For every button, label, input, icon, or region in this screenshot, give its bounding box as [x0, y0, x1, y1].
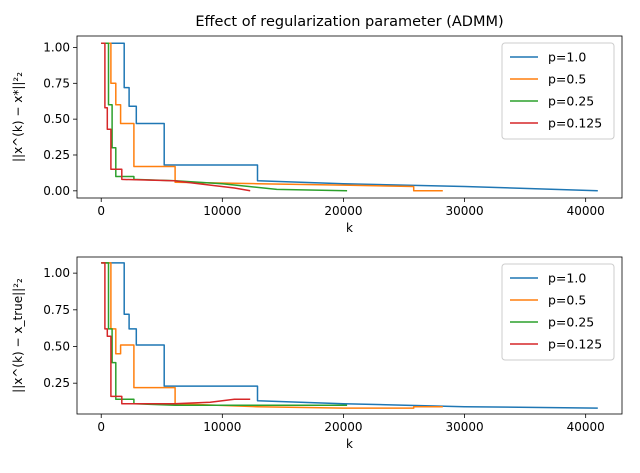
y-tick-label: 0.25 — [43, 148, 70, 162]
y-axis-label: ||x^(k) − x*||²₂ — [11, 72, 25, 162]
y-tick-label: 1.00 — [43, 40, 70, 54]
x-tick-label: 30000 — [445, 204, 483, 218]
series-line-p-0-125 — [101, 42, 251, 192]
x-tick-label: 20000 — [324, 420, 362, 434]
x-tick-label: 0 — [97, 204, 105, 218]
series-line-p-0-5 — [101, 42, 443, 192]
x-tick-label: 10000 — [203, 204, 241, 218]
y-tick-label: 0.75 — [43, 76, 70, 90]
legend-label: p=0.125 — [548, 116, 602, 131]
y-tick-label: 0.00 — [43, 184, 70, 198]
legend-box — [501, 263, 615, 361]
plot-area — [101, 262, 598, 409]
legend-label: p=0.5 — [548, 293, 586, 308]
x-tick-label: 30000 — [445, 420, 483, 434]
bottom-panel: 0 10000 20000 30000 40000 0.25 0.50 0.75 1.00 k ||… — [11, 256, 623, 451]
legend-label: p=0.125 — [548, 337, 602, 352]
y-axis-label: ||x^(k) − x_true||²₂ — [11, 278, 25, 393]
series-line-p-1-0 — [101, 42, 598, 192]
legend: p=1.0 p=0.5 p=0.25 p=0.125 — [501, 263, 615, 361]
series-line-p-0-5 — [101, 262, 443, 409]
x-tick-label: 10000 — [203, 420, 241, 434]
legend-label: p=0.25 — [548, 94, 594, 109]
series-line-p-0-25 — [101, 262, 348, 406]
x-tick-label: 0 — [97, 420, 105, 434]
legend-label: p=0.5 — [548, 72, 586, 87]
legend: p=1.0 p=0.5 p=0.25 p=0.125 — [501, 42, 615, 140]
series-line-p-1-0 — [101, 262, 598, 409]
legend-box — [501, 42, 615, 140]
y-tick-label: 0.50 — [43, 340, 70, 354]
plot-area — [101, 42, 598, 192]
legend-label: p=1.0 — [548, 50, 586, 65]
x-tick-label: 20000 — [324, 204, 362, 218]
y-tick-label: 1.00 — [43, 266, 70, 280]
x-axis-label: k — [346, 437, 353, 451]
legend-label: p=1.0 — [548, 271, 586, 286]
top-panel: Effect of regularization parameter (ADMM… — [11, 14, 623, 235]
x-axis-label: k — [346, 221, 353, 235]
y-tick-label: 0.75 — [43, 303, 70, 317]
x-tick-label: 40000 — [567, 204, 605, 218]
y-tick-label: 0.50 — [43, 112, 70, 126]
series-line-p-0-25 — [101, 42, 348, 192]
y-tick-label: 0.25 — [43, 376, 70, 390]
axes-frame — [76, 256, 623, 415]
axes-frame — [76, 35, 623, 199]
chart-title: Effect of regularization parameter (ADMM… — [195, 14, 503, 30]
legend-label: p=0.25 — [548, 315, 594, 330]
series-line-p-0-125 — [101, 262, 251, 405]
x-tick-label: 40000 — [567, 420, 605, 434]
